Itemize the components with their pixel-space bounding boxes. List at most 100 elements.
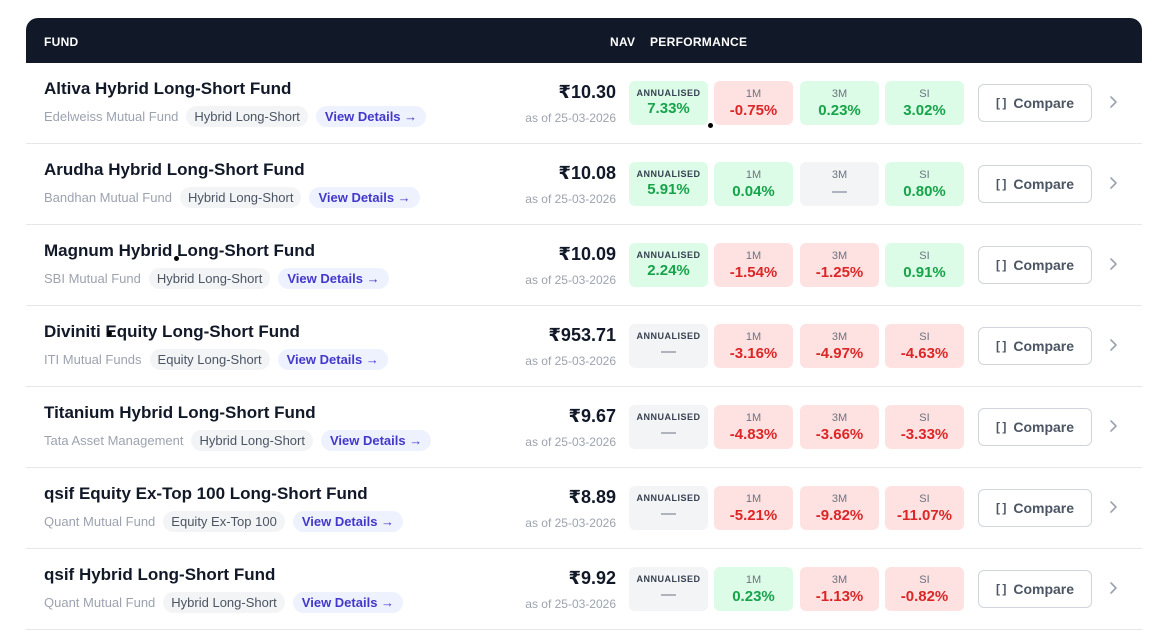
performance-cell: 3M -3.66% — [800, 405, 879, 449]
fund-name[interactable]: Magnum Hybrid Long-Short Fund — [44, 241, 316, 260]
period-label: SI — [919, 574, 930, 586]
compare-button[interactable]: [ ] Compare — [978, 165, 1092, 203]
table-row[interactable]: qsif Equity Ex-Top 100 Long-Short Fund Q… — [26, 468, 1142, 549]
category-badge: Hybrid Long-Short — [191, 430, 313, 451]
period-return: 0.23% — [818, 102, 861, 119]
period-label: 3M — [831, 169, 848, 181]
fund-name[interactable]: Titanium Hybrid Long-Short Fund — [44, 403, 316, 422]
period-return: -11.07% — [896, 507, 953, 524]
performance-cell: 1M -0.75% — [714, 81, 793, 125]
compare-button[interactable]: [ ] Compare — [978, 489, 1092, 527]
period-label: 3M — [831, 412, 848, 424]
fund-meta: ITI Mutual Funds Equity Long-Short View … — [44, 349, 388, 370]
view-details-link[interactable]: View Details → — [292, 592, 404, 613]
nav-date: as of 25-03-2026 — [525, 516, 616, 530]
view-details-link[interactable]: View Details → — [309, 187, 420, 208]
nav-value: ₹10.09 — [558, 244, 616, 264]
performance-cell: SI -4.63% — [885, 324, 964, 368]
performance-cell: 3M -4.97% — [800, 324, 879, 368]
compare-icon: [ ] — [995, 177, 1007, 191]
period-label: SI — [919, 412, 930, 424]
view-details-link[interactable]: View Details → — [278, 268, 389, 289]
amc-name: Quant Mutual Fund — [44, 595, 156, 610]
view-details-link[interactable]: View Details → — [292, 511, 404, 532]
period-return: -9.82% — [815, 507, 864, 524]
chevron-right-icon[interactable] — [1109, 254, 1119, 274]
performance-cell: SI -3.33% — [885, 405, 964, 449]
annualised-label: ANNUALISED — [636, 412, 701, 422]
annualised-label: ANNUALISED — [636, 88, 701, 98]
performance-cell: 1M -1.54% — [714, 243, 793, 287]
chevron-right-icon[interactable] — [1109, 173, 1119, 193]
annualised-cell: ANNUALISED — — [629, 567, 708, 611]
amc-name: Quant Mutual Fund — [44, 514, 156, 529]
period-return: -0.75% — [729, 102, 778, 119]
chevron-right-icon[interactable] — [1109, 416, 1119, 436]
chevron-right-icon[interactable] — [1109, 497, 1119, 517]
category-badge: Hybrid Long-Short — [186, 106, 308, 127]
fund-meta: Edelweiss Mutual Fund Hybrid Long-Short … — [44, 106, 427, 127]
period-label: SI — [919, 250, 930, 262]
amc-name: SBI Mutual Fund — [44, 271, 141, 286]
annualised-value: — — [661, 586, 676, 603]
fund-name[interactable]: Altiva Hybrid Long-Short Fund — [44, 79, 292, 98]
compare-label: Compare — [1013, 257, 1075, 273]
compare-icon: [ ] — [995, 501, 1007, 515]
compare-button[interactable]: [ ] Compare — [978, 84, 1092, 122]
period-return: -4.97% — [815, 345, 864, 362]
compare-button[interactable]: [ ] Compare — [978, 246, 1092, 284]
period-return: 0.04% — [732, 183, 775, 200]
fund-name[interactable]: qsif Hybrid Long-Short Fund — [44, 565, 276, 584]
chevron-right-icon[interactable] — [1109, 92, 1119, 112]
amc-name: Tata Asset Management — [44, 433, 184, 448]
fund-meta: Tata Asset Management Hybrid Long-Short … — [44, 430, 432, 451]
table-row[interactable]: Arudha Hybrid Long-Short Fund Bandhan Mu… — [26, 144, 1142, 225]
compare-button[interactable]: [ ] Compare — [978, 408, 1092, 446]
amc-name: Edelweiss Mutual Fund — [44, 109, 179, 124]
nav-value: ₹8.89 — [568, 487, 616, 507]
period-return: -3.66% — [815, 426, 864, 443]
nav-date: as of 25-03-2026 — [525, 354, 616, 368]
view-details-link[interactable]: View Details → — [320, 430, 432, 451]
period-label: 1M — [745, 493, 762, 505]
performance-cell: 1M -3.16% — [714, 324, 793, 368]
performance-cell: 3M -1.13% — [800, 567, 879, 611]
nav-value: ₹953.71 — [548, 325, 616, 345]
annualised-cell: ANNUALISED — — [629, 486, 708, 530]
period-return: 0.80% — [903, 183, 946, 200]
compare-button[interactable]: [ ] Compare — [978, 570, 1092, 608]
table-header: FUND NAV PERFORMANCE — [26, 18, 1142, 63]
amc-name: Bandhan Mutual Fund — [44, 190, 172, 205]
view-details-link[interactable]: View Details → — [277, 349, 388, 370]
fund-meta: SBI Mutual Fund Hybrid Long-Short View D… — [44, 268, 389, 289]
chevron-right-icon[interactable] — [1109, 335, 1119, 355]
period-return: 0.23% — [732, 588, 775, 605]
compare-label: Compare — [1013, 95, 1075, 111]
fund-meta: Bandhan Mutual Fund Hybrid Long-Short Vi… — [44, 187, 420, 208]
category-badge: Equity Long-Short — [149, 349, 270, 370]
nav-date: as of 25-03-2026 — [525, 111, 616, 125]
period-label: 3M — [831, 331, 848, 343]
compare-label: Compare — [1013, 338, 1075, 354]
table-row[interactable]: Magnum Hybrid Long-Short Fund SBI Mutual… — [26, 225, 1142, 306]
performance-cell: 1M 0.04% — [714, 162, 793, 206]
fund-name[interactable]: Arudha Hybrid Long-Short Fund — [44, 160, 305, 179]
table-row[interactable]: Titanium Hybrid Long-Short Fund Tata Ass… — [26, 387, 1142, 468]
fund-name[interactable]: qsif Equity Ex-Top 100 Long-Short Fund — [44, 484, 368, 503]
annualised-value: — — [661, 424, 676, 441]
fund-name[interactable]: Diviniti Equity Long-Short Fund — [44, 322, 300, 341]
chevron-right-icon[interactable] — [1109, 578, 1119, 598]
table-row[interactable]: qsif Hybrid Long-Short Fund Quant Mutual… — [26, 549, 1142, 630]
performance-cell: 1M -4.83% — [714, 405, 793, 449]
performance-cell: 1M 0.23% — [714, 567, 793, 611]
table-row[interactable]: Diviniti Equity Long-Short Fund ITI Mutu… — [26, 306, 1142, 387]
cursor-dot — [174, 256, 179, 261]
compare-label: Compare — [1013, 500, 1075, 516]
annualised-label: ANNUALISED — [636, 493, 701, 503]
compare-button[interactable]: [ ] Compare — [978, 327, 1092, 365]
table-row[interactable]: Altiva Hybrid Long-Short Fund Edelweiss … — [26, 63, 1142, 144]
performance-cell: 3M -1.25% — [800, 243, 879, 287]
period-return: -4.83% — [729, 426, 778, 443]
annualised-label: ANNUALISED — [636, 331, 701, 341]
view-details-link[interactable]: View Details → — [315, 106, 427, 127]
